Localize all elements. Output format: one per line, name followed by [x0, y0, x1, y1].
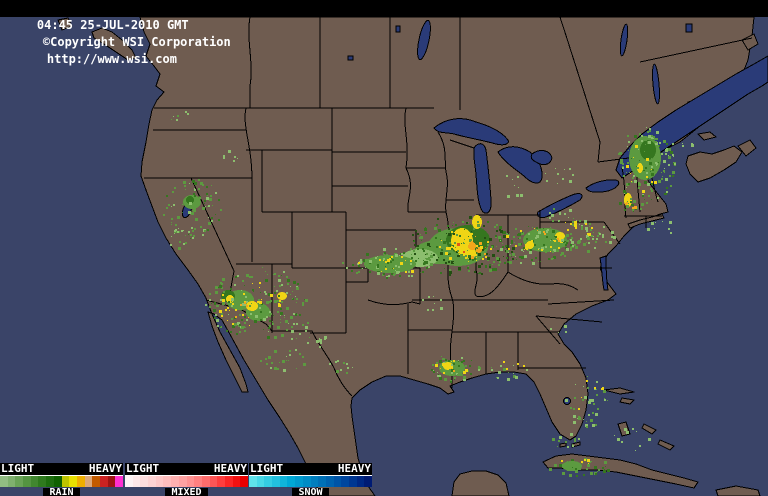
prince-edward-island	[697, 131, 717, 141]
ia-west-border	[405, 167, 411, 213]
copyright-text: ©Copyright WSI Corporation	[42, 35, 231, 49]
header-bar: 04:45 25-JUL-2010 GMT ©Copyright WSI Cor…	[0, 0, 768, 66]
lake-erie	[537, 193, 583, 219]
nc-sc-border	[535, 315, 603, 323]
quebec-lake-mistassini	[619, 23, 629, 57]
mn-dakotas-border	[404, 107, 408, 169]
nm-tx-border	[310, 268, 347, 334]
quebec-small-lake	[685, 23, 693, 33]
lake-winnipeg	[417, 19, 431, 61]
qc-labrador-border	[639, 37, 753, 63]
bahamas-long-island	[657, 439, 675, 451]
us-mexico-border	[205, 299, 353, 397]
nova-scotia	[685, 145, 743, 183]
radar-echoes	[163, 111, 694, 477]
tx-panhandle-border	[346, 268, 369, 283]
haida-gwaii-island	[57, 17, 73, 31]
lake-superior	[433, 118, 509, 146]
ok-tx-red-river	[367, 299, 421, 306]
on-qc-border	[559, 16, 601, 163]
vancouver-island	[91, 27, 137, 61]
quebec-lake-manicouagan	[652, 63, 660, 105]
cape-breton-island	[737, 139, 757, 157]
wi-mn-border	[437, 131, 448, 213]
georgian-bay	[530, 150, 553, 166]
il-in-border	[474, 215, 478, 297]
ohio-river-border	[475, 271, 509, 298]
lake-ontario	[585, 179, 620, 193]
bc-ab-border	[248, 16, 252, 108]
newfoundland-fragment	[741, 33, 759, 51]
sc-ga-border	[535, 315, 561, 345]
hispaniola-fragment	[715, 485, 761, 496]
website-url: http://www.wsi.com	[46, 52, 177, 66]
mi-up-border	[449, 139, 475, 149]
saskatchewan-lake	[347, 55, 354, 61]
lake-michigan	[473, 143, 492, 214]
bahamas-grand-bahama	[603, 387, 635, 395]
ky-va-border	[507, 271, 579, 291]
bahamas-abaco	[619, 397, 635, 405]
timestamp: 04:45 25-JUL-2010 GMT	[36, 18, 189, 32]
chesapeake-bay	[599, 255, 609, 291]
id-west-border	[244, 107, 253, 179]
va-nc-border	[547, 299, 615, 305]
yucatan-peninsula	[451, 470, 510, 496]
state-borders	[144, 16, 753, 397]
bahamas-eleuthera	[641, 423, 657, 435]
manitoba-small-lake	[395, 25, 401, 33]
